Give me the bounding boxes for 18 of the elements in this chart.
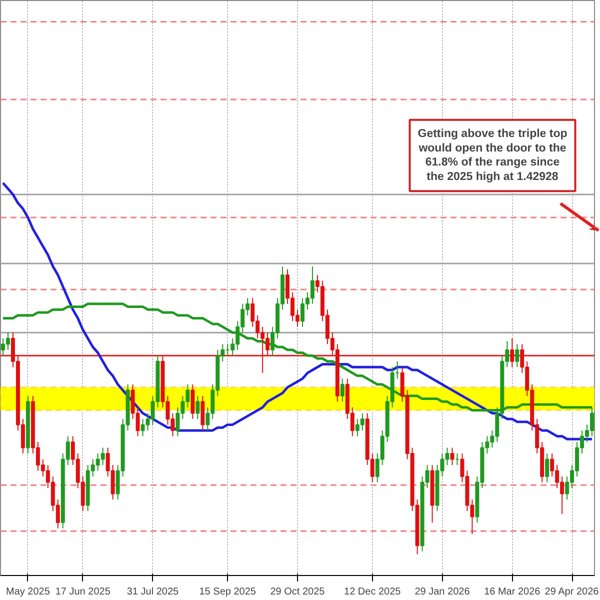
x-tick-label: 17 Jun 2025 [55,586,111,598]
x-tick-label: 29 Apr 2026 [544,586,600,598]
candlestick [196,395,200,420]
candlestick [510,338,514,368]
text: Getting above the triple top would open the door to the 61.8% of the range since the 2025 high at 1.42928 [418,128,568,184]
x-tick-label: May 2025 [6,586,50,598]
candlestick [545,452,550,483]
x-tick-label: 15 Sep 2025 [199,586,256,598]
candlestick [190,384,195,420]
candlestick [200,395,205,431]
x-tick-label: 12 Dec 2025 [344,586,402,598]
x-tick-label: 31 Jul 2025 [126,586,180,598]
candlestick [340,378,344,402]
x-tick-label: 29 Oct 2025 [270,586,326,598]
x-tick-label: 29 Jan 2026 [414,586,470,598]
candlestick [515,344,520,368]
candlestick [450,447,454,466]
x-tick-label: 16 Mar 2026 [484,586,541,598]
